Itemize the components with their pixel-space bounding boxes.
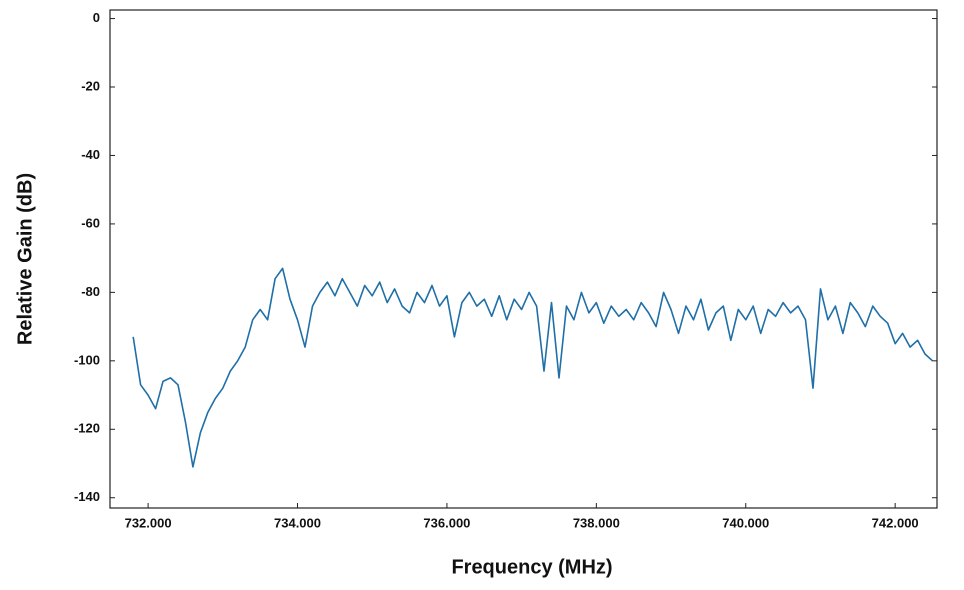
x-tick-label: 734.000 [274,515,321,530]
y-axis-title: Relative Gain (dB) [14,173,36,345]
y-tick-label: -120 [74,421,100,436]
x-tick-label: 742.000 [872,515,919,530]
data-line [132,267,934,468]
x-tick-label: 736.000 [423,515,470,530]
y-tick-label: -140 [74,489,100,504]
y-tick-label: 0 [93,10,100,25]
y-tick-label: -40 [81,147,100,162]
x-tick-label: 738.000 [573,515,620,530]
y-tick-label: -100 [74,352,100,367]
x-axis-title: Frequency (MHz) [451,556,612,578]
plot-frame [109,9,938,509]
x-tick-label: 732.000 [125,515,172,530]
y-tick-label: -80 [81,284,100,299]
y-tick-label: -20 [81,78,100,93]
x-tick-label: 740.000 [722,515,769,530]
y-tick-label: -60 [81,215,100,230]
